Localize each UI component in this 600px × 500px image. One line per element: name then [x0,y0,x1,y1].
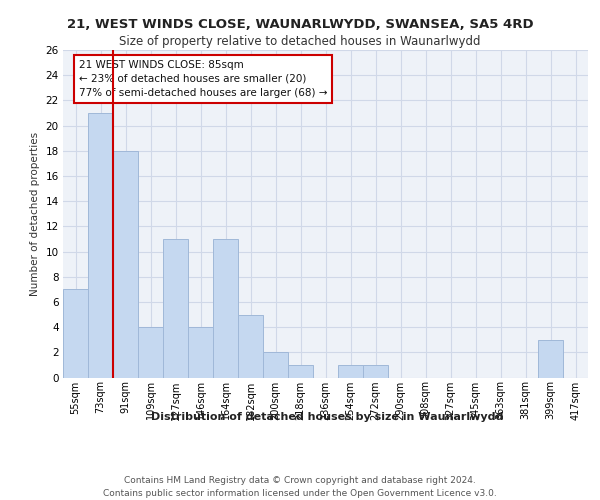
Bar [113,151,138,378]
Bar [213,239,238,378]
Bar [63,290,88,378]
Bar [238,314,263,378]
Bar [363,365,388,378]
Bar [188,327,213,378]
Text: Contains HM Land Registry data © Crown copyright and database right 2024.
Contai: Contains HM Land Registry data © Crown c… [103,476,497,498]
Text: Distribution of detached houses by size in Waunarlwydd: Distribution of detached houses by size … [151,412,503,422]
Bar [163,239,188,378]
Bar [88,113,113,378]
Y-axis label: Number of detached properties: Number of detached properties [30,132,40,296]
Bar [288,365,313,378]
Bar [263,352,288,378]
Text: 21 WEST WINDS CLOSE: 85sqm
← 23% of detached houses are smaller (20)
77% of semi: 21 WEST WINDS CLOSE: 85sqm ← 23% of deta… [79,60,327,98]
Bar [138,327,163,378]
Text: Size of property relative to detached houses in Waunarlwydd: Size of property relative to detached ho… [119,35,481,48]
Text: 21, WEST WINDS CLOSE, WAUNARLWYDD, SWANSEA, SA5 4RD: 21, WEST WINDS CLOSE, WAUNARLWYDD, SWANS… [67,18,533,30]
Bar [538,340,563,378]
Bar [338,365,363,378]
